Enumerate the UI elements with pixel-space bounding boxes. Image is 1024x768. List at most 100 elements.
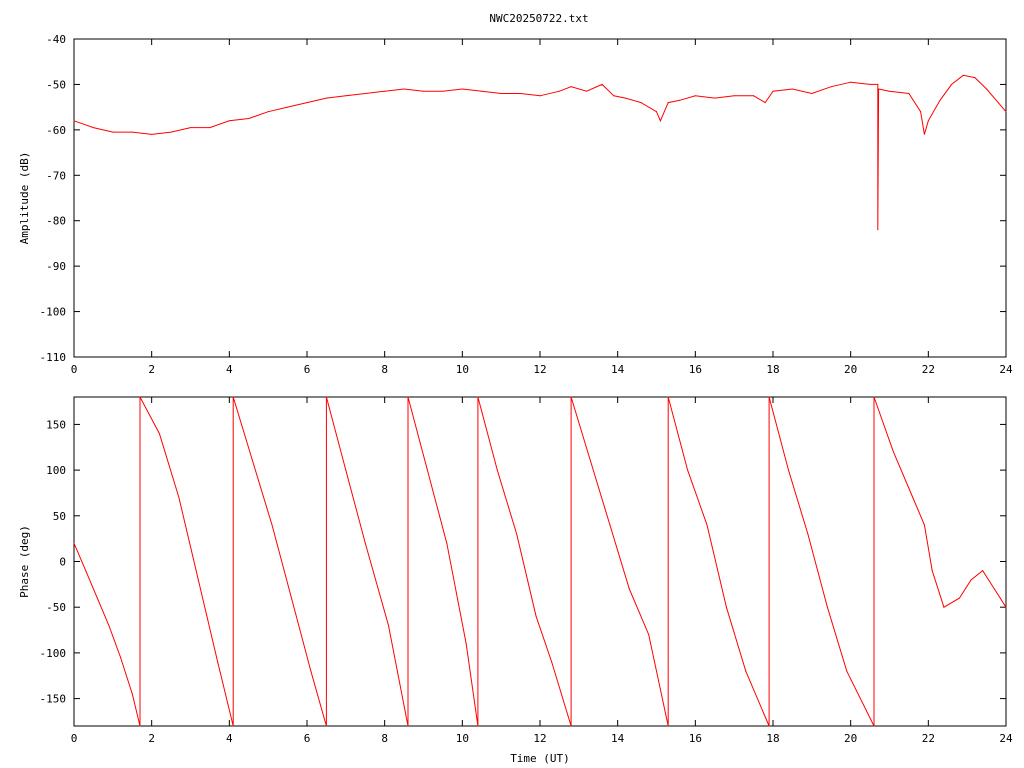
phase-data-point <box>609 524 611 526</box>
y-tick-label: -110 <box>40 351 67 364</box>
x-tick-label: 12 <box>533 363 546 376</box>
phase-data-point <box>85 570 87 572</box>
x-tick-label: 24 <box>999 363 1013 376</box>
phase-data-point <box>725 606 727 608</box>
amplitude-data-point <box>73 120 75 122</box>
phase-data-point <box>178 497 180 499</box>
amplitude-data-point <box>920 111 922 113</box>
amplitude-data-point <box>1005 111 1007 113</box>
phase-data-point <box>407 725 409 727</box>
phase-data-point <box>120 656 122 658</box>
y-tick-label: -70 <box>46 169 66 182</box>
amplitude-data-point <box>877 229 879 231</box>
amplitude-y-axis-label: Amplitude (dB) <box>18 152 31 245</box>
amplitude-data-point <box>92 127 94 129</box>
amplitude-data-point <box>267 111 269 113</box>
x-tick-label: 10 <box>456 732 469 745</box>
phase-data-point <box>217 661 219 663</box>
amplitude-plot-frame <box>73 38 1007 358</box>
x-tick-label: 6 <box>304 732 311 745</box>
phase-data-point <box>923 524 925 526</box>
x-tick-label: 8 <box>381 732 388 745</box>
phase-data-point <box>252 460 254 462</box>
phase-data-point <box>232 725 234 727</box>
amplitude-data-point <box>364 93 366 95</box>
amplitude-data-point <box>190 127 191 129</box>
phase-data-point <box>465 643 467 645</box>
y-tick-label: -50 <box>46 601 66 614</box>
phase-data-point <box>158 433 160 435</box>
amplitude-data-point <box>586 90 588 92</box>
amplitude-data-point <box>539 95 541 97</box>
phase-data-point <box>477 725 479 727</box>
amplitude-data-point <box>613 95 615 97</box>
phase-series-line <box>73 396 1007 727</box>
phase-data-point <box>846 670 848 672</box>
x-tick-label: 22 <box>922 732 935 745</box>
phase-data-point <box>96 597 98 599</box>
phase-data-point <box>570 725 572 727</box>
amplitude-data-point <box>228 120 230 122</box>
phase-data-point <box>426 469 428 471</box>
phase-data-point <box>931 570 933 572</box>
phase-data-point <box>943 606 945 608</box>
phase-data-point <box>826 606 828 608</box>
phase-data-point <box>1005 606 1007 608</box>
phase-data-point <box>131 693 133 695</box>
amplitude-data-point <box>927 120 929 122</box>
y-tick-label: -100 <box>40 647 67 660</box>
amplitude-data-point <box>570 86 572 88</box>
amplitude-data-point <box>939 99 941 101</box>
amplitude-data-point <box>679 99 681 101</box>
phase-data-point <box>993 588 995 590</box>
x-tick-label: 12 <box>533 732 546 745</box>
phase-data-point <box>667 725 669 727</box>
amplitude-data-point <box>772 90 774 92</box>
x-tick-label: 2 <box>148 363 155 376</box>
chart-title: NWC20250722.txt <box>489 12 588 25</box>
amplitude-data-point <box>830 86 832 88</box>
phase-data-point <box>970 579 972 581</box>
phase-data-point <box>364 542 366 544</box>
phase-data-point <box>873 725 875 727</box>
y-tick-label: -90 <box>46 260 66 273</box>
y-tick-label: -60 <box>46 124 66 137</box>
x-tick-label: 10 <box>456 363 469 376</box>
phase-data-point <box>648 634 650 636</box>
amplitude-data-point <box>850 81 852 83</box>
phase-data-point <box>589 460 591 462</box>
x-tick-label: 20 <box>844 732 857 745</box>
amplitude-data-point <box>974 77 976 79</box>
amplitude-data-point <box>345 95 347 97</box>
phase-data-point <box>325 396 327 398</box>
y-tick-label: 0 <box>59 556 66 569</box>
amplitude-data-point <box>889 90 890 92</box>
x-tick-label: 0 <box>71 363 78 376</box>
phase-data-point <box>310 670 312 672</box>
amplitude-data-point <box>667 102 669 104</box>
amplitude-data-point <box>131 131 133 133</box>
x-tick-label: 22 <box>922 363 935 376</box>
phase-x-axis-label: Time (UT) <box>510 752 570 765</box>
amplitude-data-point <box>656 111 657 113</box>
amplitude-data-point <box>714 97 716 99</box>
amplitude-data-point <box>811 93 813 95</box>
phase-data-point <box>407 396 409 398</box>
x-tick-label: 20 <box>844 363 857 376</box>
amplitude-data-point <box>384 90 386 92</box>
x-tick-label: 2 <box>148 732 155 745</box>
phase-data-point <box>768 396 770 398</box>
x-tick-label: 18 <box>766 363 779 376</box>
amplitude-series-line <box>73 74 1007 230</box>
phase-data-point <box>745 670 747 672</box>
amplitude-data-point <box>962 74 964 76</box>
amplitude-data-point <box>306 102 308 104</box>
amplitude-data-point <box>248 118 250 119</box>
x-tick-label: 0 <box>71 732 78 745</box>
phase-data-point <box>139 396 141 398</box>
amplitude-data-point <box>694 95 696 97</box>
amplitude-data-point <box>325 97 327 99</box>
phase-data-point <box>496 469 498 471</box>
amplitude-data-point <box>481 90 483 92</box>
phase-data-point <box>912 497 914 499</box>
